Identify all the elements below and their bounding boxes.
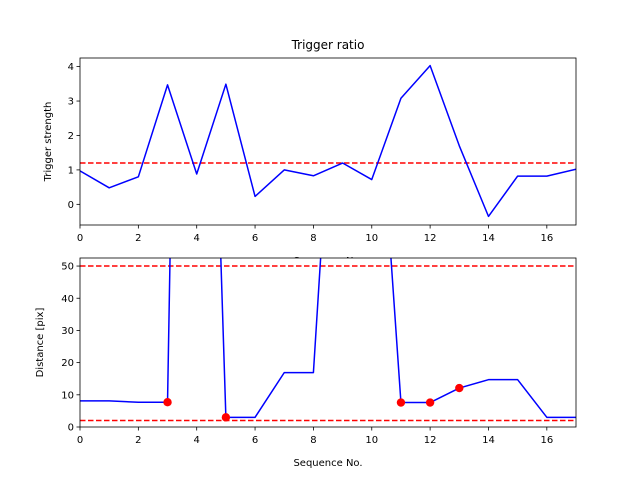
chart-title: Trigger ratio: [291, 38, 365, 52]
y-axis-label: Trigger strength: [43, 102, 54, 183]
y-tick-label: 30: [61, 326, 74, 337]
y-tick-label: 0: [68, 200, 74, 211]
x-tick-label: 16: [540, 233, 553, 244]
x-tick-label: 4: [194, 435, 200, 446]
x-tick-label: 6: [252, 233, 258, 244]
y-tick-label: 4: [68, 62, 74, 73]
x-tick-label: 0: [77, 233, 83, 244]
axes-frame: [79, 57, 577, 226]
data-marker: [455, 383, 464, 393]
data-marker: [221, 413, 231, 422]
y-tick-label: 0: [68, 423, 74, 434]
x-tick-label: 14: [482, 233, 495, 244]
x-tick-label: 4: [194, 233, 200, 244]
x-tick-label: 0: [77, 435, 83, 446]
x-tick-label: 8: [310, 233, 316, 244]
distance-plot: 0 2 4 6 8 10 12 14 16 0 10 20 30 40 50 Sequence No. Dist…: [35, 257, 577, 469]
y-tick-label: 1: [68, 166, 74, 177]
series-line-0: [80, 64, 576, 218]
x-tick-label: 8: [310, 435, 316, 446]
y-tick-label: 20: [61, 358, 74, 369]
y-tick-label: 50: [61, 262, 74, 273]
x-tick-label: 12: [424, 435, 437, 446]
y-tick-label: 40: [61, 294, 74, 305]
data-marker: [425, 398, 435, 407]
plot-data-layer: [80, 64, 576, 218]
data-marker: [396, 398, 406, 407]
y-tick-label: 3: [68, 97, 74, 108]
trigger-ratio-plot: 024681012141601234Sequence No.Trigger st…: [43, 38, 577, 267]
x-axis-label: Sequence No.: [293, 458, 362, 469]
x-tick-label: 2: [135, 233, 141, 244]
x-tick-label: 2: [135, 435, 141, 446]
axes-frame: [79, 257, 577, 428]
plot-area: [80, 58, 576, 225]
y-tick-label: 2: [68, 131, 74, 142]
x-tick-label: 12: [424, 233, 437, 244]
y-axis-label: Distance [pix]: [35, 308, 46, 378]
x-tick-label: 10: [365, 435, 378, 446]
x-tick-label: 14: [482, 435, 495, 446]
x-tick-label: 16: [540, 435, 553, 446]
x-tick-label: 6: [252, 435, 258, 446]
x-tick-label: 10: [365, 233, 378, 244]
data-marker: [163, 398, 172, 407]
plot-area: [80, 258, 576, 427]
plot-data-layer: [80, 258, 576, 422]
y-tick-label: 10: [61, 390, 74, 401]
